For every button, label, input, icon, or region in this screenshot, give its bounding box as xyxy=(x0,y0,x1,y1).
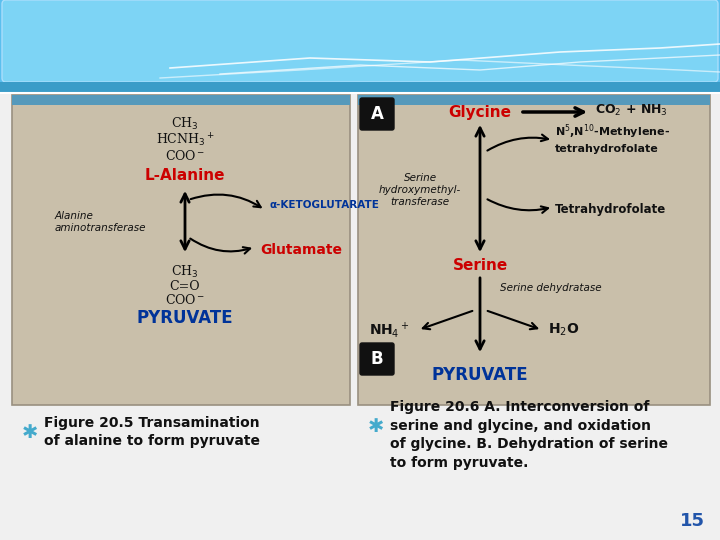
Bar xyxy=(0,82,720,94)
Text: CO$_2$ + NH$_3$: CO$_2$ + NH$_3$ xyxy=(595,103,667,118)
Text: H$_2$O: H$_2$O xyxy=(548,322,580,338)
Text: C=O: C=O xyxy=(170,280,200,293)
Text: Serine: Serine xyxy=(452,258,508,273)
Text: Alanine
aminotransferase: Alanine aminotransferase xyxy=(55,211,146,233)
Text: N$^5$,N$^{10}$-Methylene-
tetrahydrofolate: N$^5$,N$^{10}$-Methylene- tetrahydrofola… xyxy=(555,123,670,153)
Text: ✱: ✱ xyxy=(368,417,384,436)
Text: PYRUVATE: PYRUVATE xyxy=(137,309,233,327)
Text: Serine dehydratase: Serine dehydratase xyxy=(500,283,602,293)
Text: Glutamate: Glutamate xyxy=(260,243,342,257)
Text: Tetrahydrofolate: Tetrahydrofolate xyxy=(555,204,666,217)
Bar xyxy=(358,95,710,405)
Text: PYRUVATE: PYRUVATE xyxy=(432,366,528,384)
Bar xyxy=(12,95,350,405)
Text: Figure 20.5 Transamination
of alanine to form pyruvate: Figure 20.5 Transamination of alanine to… xyxy=(44,416,260,448)
Text: Glycine: Glycine xyxy=(449,105,511,119)
FancyBboxPatch shape xyxy=(360,343,394,375)
FancyBboxPatch shape xyxy=(360,98,394,130)
Text: COO$^-$: COO$^-$ xyxy=(165,293,205,307)
FancyBboxPatch shape xyxy=(2,0,718,82)
Text: B: B xyxy=(371,350,383,368)
Text: COO$^-$: COO$^-$ xyxy=(165,149,205,163)
Text: ✱: ✱ xyxy=(22,422,38,442)
Text: α-KETOGLUTARATE: α-KETOGLUTARATE xyxy=(270,200,380,210)
Bar xyxy=(12,95,350,105)
Text: HCNH$_3$$^+$: HCNH$_3$$^+$ xyxy=(156,131,215,148)
Bar xyxy=(358,95,710,105)
Bar xyxy=(0,0,720,90)
Text: L-Alanine: L-Alanine xyxy=(145,167,225,183)
Text: Serine
hydroxymethyl-
transferase: Serine hydroxymethyl- transferase xyxy=(379,173,461,207)
Text: Figure 20.6 A. Interconversion of
serine and glycine, and oxidation
of glycine. : Figure 20.6 A. Interconversion of serine… xyxy=(390,400,668,470)
Text: CH$_3$: CH$_3$ xyxy=(171,264,199,280)
Text: A: A xyxy=(371,105,384,123)
Text: 15: 15 xyxy=(680,512,705,530)
Text: CH$_3$: CH$_3$ xyxy=(171,116,199,132)
Text: NH$_4$$^+$: NH$_4$$^+$ xyxy=(369,320,410,340)
